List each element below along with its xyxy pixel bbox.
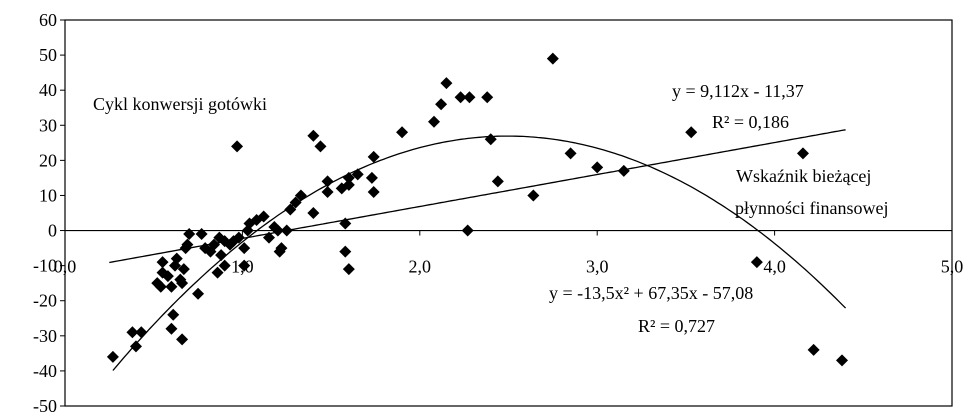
data-point [177, 263, 190, 276]
data-point [165, 322, 178, 335]
data-point [546, 52, 559, 65]
y-tick-label: 60 [39, 10, 57, 30]
data-point [257, 210, 270, 223]
data-point [238, 259, 251, 272]
data-point [289, 196, 302, 209]
data-point [294, 189, 307, 202]
linear-equation: y = 9,112x - 11,37 [672, 81, 804, 101]
y-tick-label: 50 [39, 45, 57, 65]
polynomial-r-squared: R² = 0,727 [638, 316, 715, 336]
y-tick-label: 30 [39, 115, 57, 135]
y-tick-label: 20 [39, 150, 57, 170]
data-point [208, 238, 221, 251]
y-tick-label: 40 [39, 80, 57, 100]
data-point [314, 140, 327, 153]
data-point [215, 249, 228, 262]
data-point [284, 203, 297, 216]
data-point [231, 140, 244, 153]
x-tick-label: 0,0 [54, 257, 77, 277]
data-point [617, 164, 630, 177]
data-point [836, 354, 849, 367]
data-point [796, 147, 809, 160]
data-point [170, 252, 183, 265]
y-variable-label: Cykl konwersji gotówki [93, 94, 267, 114]
data-point [427, 115, 440, 128]
data-point [321, 175, 334, 188]
data-point [275, 242, 288, 255]
data-point [435, 98, 448, 111]
data-point [238, 242, 251, 255]
data-point [396, 126, 409, 139]
polynomial-equation: y = -13,5x² + 67,35x - 57,08 [549, 283, 753, 303]
data-point [135, 326, 148, 339]
data-points [106, 52, 849, 367]
data-point [156, 256, 169, 269]
x-tick-label: 3,0 [586, 257, 609, 277]
data-point [321, 185, 334, 198]
data-point [491, 175, 504, 188]
annotations: Cykl konwersji gotówki y = 9,112x - 11,3… [93, 81, 888, 336]
y-tick-label: 0 [48, 221, 57, 241]
y-tick-label: 10 [39, 185, 57, 205]
data-point [181, 238, 194, 251]
data-point [280, 224, 293, 237]
data-point [232, 231, 245, 244]
y-tick-label: -10 [33, 256, 57, 276]
y-tick-label: -20 [33, 291, 57, 311]
data-point [481, 91, 494, 104]
y-tick-label: -50 [33, 396, 57, 412]
data-point [154, 280, 167, 293]
data-point [161, 270, 174, 283]
data-point [440, 77, 453, 90]
data-point [591, 161, 604, 174]
data-point [367, 185, 380, 198]
data-point [367, 150, 380, 163]
data-point [271, 224, 284, 237]
data-point [463, 91, 476, 104]
data-point [307, 207, 320, 219]
x-variable-label-line2: płynności finansowej [735, 198, 888, 218]
data-point [750, 256, 763, 269]
data-point [339, 245, 352, 258]
data-point [307, 129, 320, 142]
data-point [685, 126, 698, 139]
x-tick-label: 5,0 [941, 257, 964, 277]
plot-frame [64, 19, 953, 407]
data-point [807, 343, 820, 356]
data-point [351, 168, 364, 181]
polynomial-trendline [112, 135, 847, 371]
x-variable-label-line1: Wskaźnik bieżącej [736, 166, 871, 186]
data-point [454, 91, 467, 104]
data-point [342, 178, 355, 191]
y-tick-label: -30 [33, 326, 57, 346]
data-point [126, 326, 139, 339]
data-point [192, 287, 205, 300]
axes: -50-40-30-20-1001020304050600,01,02,03,0… [33, 10, 963, 412]
linear-r-squared: R² = 0,186 [712, 112, 789, 132]
data-point [176, 277, 189, 290]
data-point [211, 266, 224, 279]
x-tick-label: 4,0 [763, 257, 786, 277]
data-point [218, 259, 231, 272]
data-point [195, 228, 208, 241]
data-point [106, 350, 119, 363]
data-point [564, 147, 577, 160]
data-point [183, 228, 196, 241]
data-point [165, 280, 178, 293]
data-point [461, 224, 474, 237]
data-point [339, 217, 352, 230]
data-point [527, 189, 540, 202]
data-point [342, 171, 355, 184]
data-point [263, 231, 276, 244]
x-tick-label: 2,0 [409, 257, 432, 277]
y-tick-label: -40 [33, 361, 57, 381]
data-point [167, 308, 180, 321]
data-point [129, 340, 142, 353]
data-point [176, 333, 189, 346]
data-point [342, 263, 355, 276]
data-point [365, 171, 378, 184]
data-point [484, 133, 497, 146]
